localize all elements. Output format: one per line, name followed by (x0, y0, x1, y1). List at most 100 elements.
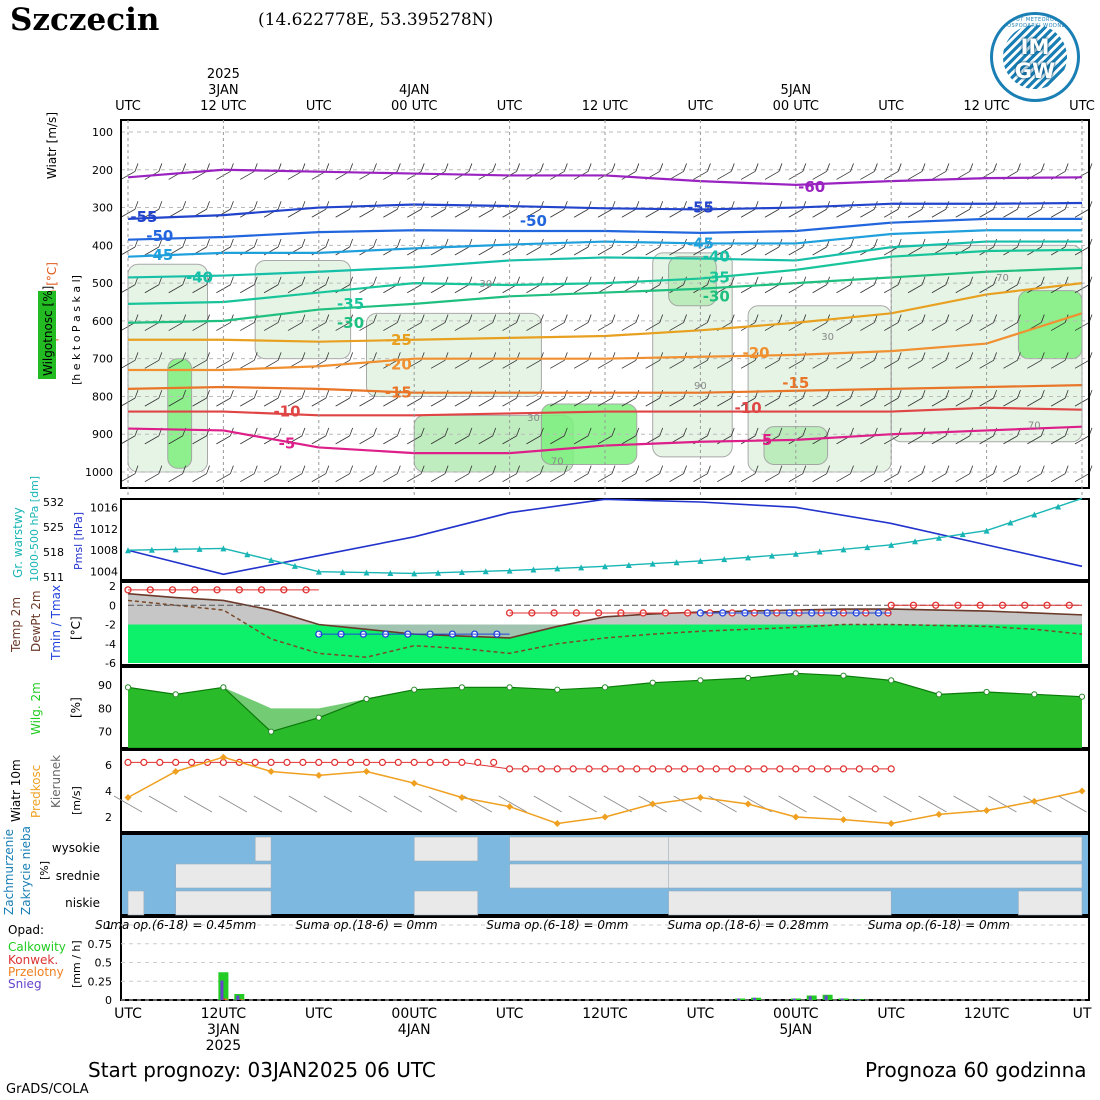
wind-gust-marker (569, 765, 577, 773)
wind-barb (683, 465, 687, 474)
wind-barb (373, 163, 377, 172)
wind-barb (788, 208, 803, 218)
wind-barb (1040, 389, 1045, 399)
wind-barb (263, 284, 279, 294)
wind-barb (325, 352, 330, 361)
precip-snow-bar (824, 995, 828, 1000)
cloud-cell (1018, 890, 1083, 916)
wind-barb (730, 276, 735, 285)
wind-barb (707, 427, 711, 437)
wind-barb (669, 246, 684, 256)
wind-barb (993, 163, 997, 172)
wind-barb (478, 208, 493, 218)
wind-barb (788, 246, 803, 256)
surface-wind-barb (603, 795, 632, 813)
wind-barb (1050, 397, 1066, 407)
bottom-time-tick: 12UTC (964, 1006, 1010, 1022)
top-time-tick: 00 UTC (773, 99, 819, 114)
wind-barb (502, 208, 517, 218)
wind-gust-marker (490, 758, 498, 767)
wind-barb (263, 322, 279, 331)
wind-barb (993, 276, 997, 285)
wind-barb (277, 427, 282, 437)
wind-barb (1040, 276, 1045, 285)
rh-marker (649, 679, 656, 686)
wind-barb (383, 208, 398, 218)
wind-barb (158, 201, 163, 210)
wind-tick-label: 6 (105, 759, 112, 772)
wind-barb (478, 246, 493, 256)
wind-barb (897, 238, 902, 248)
wind-gust-marker (331, 758, 339, 767)
wind-barb (836, 322, 851, 331)
wind-barb (263, 473, 279, 483)
thickness-marker (363, 569, 370, 576)
wind-barb (945, 314, 950, 323)
wind-barb (192, 359, 207, 369)
wind-barb (850, 238, 854, 248)
pmsl-line (127, 498, 1083, 576)
wind-barb (993, 201, 997, 210)
thickness-marker (458, 569, 465, 575)
wind-barb (206, 201, 210, 210)
pressure-tick-label: 400 (92, 239, 113, 252)
wind-barb (955, 397, 970, 407)
wind-barb (945, 389, 950, 399)
wind-barb (860, 284, 875, 294)
wind-barb (1003, 473, 1018, 483)
wind-barb (502, 359, 517, 369)
isotherm-label: -35 (337, 295, 364, 313)
wind-barb (144, 322, 160, 331)
wind-barb (158, 238, 163, 248)
wind-barb (587, 163, 592, 172)
wind-barb (812, 473, 827, 483)
wind-barb (1017, 163, 1021, 172)
wind-barb (683, 389, 687, 399)
wind-barb (717, 359, 732, 369)
wind-barb (325, 427, 330, 437)
wind-barb (754, 465, 759, 474)
wind-barb (301, 389, 306, 399)
wind-barb (301, 427, 306, 437)
wind-barb (1027, 208, 1042, 218)
surface-wind-barb (1023, 795, 1052, 813)
wind-barb (573, 435, 589, 445)
wind-barb (921, 389, 926, 399)
wind-barb (969, 201, 974, 210)
wind-barb (134, 389, 139, 399)
surface-wind-barb (848, 795, 877, 813)
isotherm-label: -40 (703, 248, 730, 266)
thickness-marker (625, 561, 632, 568)
gr-warstwy-label: Gr. warstwy (11, 507, 25, 578)
wind-barb (192, 284, 207, 294)
wind-barb (659, 427, 664, 437)
wind-barb (907, 435, 923, 445)
surface-wind-barb (288, 795, 318, 813)
wind-barb (754, 314, 759, 323)
wind-barb (1074, 473, 1090, 483)
wind-barb (669, 171, 684, 180)
zakrycie-label: Zakrycie nieba (19, 826, 33, 915)
wind-barb (717, 435, 732, 445)
rh-band (128, 673, 1082, 748)
cloud-cell (413, 836, 479, 862)
isotherm-label: -15 (782, 374, 809, 392)
wind-barb (373, 465, 377, 474)
wind-barb (120, 208, 136, 218)
wind-barb (182, 238, 187, 248)
wind-barb (182, 163, 187, 172)
top-time-tick: UTC (306, 99, 332, 114)
precip-conv-bar (239, 999, 242, 1000)
wind-barb (907, 322, 923, 331)
wind-barb (540, 427, 544, 437)
wind-barb (468, 465, 473, 474)
wind-barb (897, 314, 902, 323)
thickness-marker (411, 570, 418, 577)
wind-barb (373, 427, 377, 437)
wind-barb (764, 208, 780, 218)
precip-snow-bar (856, 999, 860, 1000)
wind-barb (263, 359, 279, 369)
top-time-tick: 12 UTC (582, 99, 628, 114)
przelotny-label: Przelotny (8, 965, 64, 979)
wind-barb (253, 465, 258, 474)
